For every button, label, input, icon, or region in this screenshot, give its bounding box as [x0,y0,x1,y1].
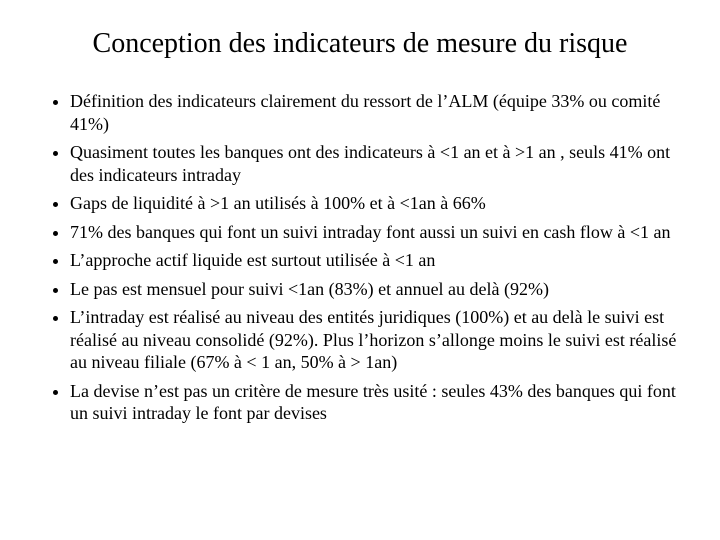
list-item: L’intraday est réalisé au niveau des ent… [70,306,680,374]
list-item: 71% des banques qui font un suivi intrad… [70,221,680,244]
bullet-list: Définition des indicateurs clairement du… [40,90,680,425]
list-item: Quasiment toutes les banques ont des ind… [70,141,680,186]
slide-title: Conception des indicateurs de mesure du … [40,28,680,60]
list-item: Gaps de liquidité à >1 an utilisés à 100… [70,192,680,215]
list-item: La devise n’est pas un critère de mesure… [70,380,680,425]
list-item: Définition des indicateurs clairement du… [70,90,680,135]
list-item: L’approche actif liquide est surtout uti… [70,249,680,272]
slide: Conception des indicateurs de mesure du … [0,0,720,540]
list-item: Le pas est mensuel pour suivi <1an (83%)… [70,278,680,301]
